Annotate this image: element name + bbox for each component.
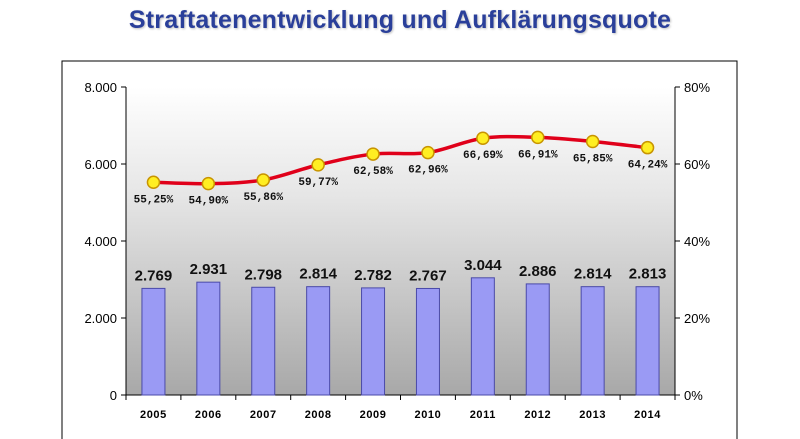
y-left-tick-label: 8.000 <box>84 80 117 95</box>
bar-value-label: 2.782 <box>354 267 392 284</box>
line-point <box>366 147 380 161</box>
line-series <box>153 134 648 186</box>
y-right-tick-label: 60% <box>684 157 710 172</box>
line-point <box>256 173 270 187</box>
y-left-tick-label: 0 <box>110 388 117 403</box>
line-value-label: 66,91% <box>518 149 558 161</box>
bar-value-label: 2.814 <box>299 266 337 283</box>
line-point <box>311 158 325 172</box>
line-value-label: 64,24% <box>628 160 668 172</box>
line-point <box>640 140 655 155</box>
bar <box>580 286 605 396</box>
line-point <box>421 145 435 160</box>
x-tick-label: 2014 <box>634 409 661 421</box>
bar <box>141 287 166 396</box>
line-value-label: 55,86% <box>243 192 283 204</box>
bar-value-label: 3.044 <box>464 257 502 274</box>
bar-value-label: 2.798 <box>244 266 282 283</box>
line-value-label: 55,25% <box>134 194 174 206</box>
x-tick-label: 2007 <box>250 409 277 421</box>
bar-value-label: 2.814 <box>574 266 612 283</box>
bar <box>251 286 276 396</box>
line-point <box>585 134 600 149</box>
bar-value-label: 2.931 <box>190 261 228 278</box>
y-left-tick-label: 2.000 <box>84 311 117 326</box>
x-tick-label: 2011 <box>470 409 496 421</box>
y-right-tick-label: 0% <box>684 388 703 403</box>
line-value-label: 54,90% <box>189 196 229 208</box>
y-right-tick-label: 80% <box>684 80 710 95</box>
line-point <box>201 176 216 191</box>
bar <box>196 281 221 396</box>
line-value-label: 62,96% <box>408 165 448 177</box>
bar-value-label: 2.813 <box>629 266 667 283</box>
x-tick-label: 2008 <box>305 409 332 421</box>
bar <box>415 287 440 396</box>
x-tick-label: 2005 <box>140 409 167 421</box>
bar <box>361 287 386 396</box>
bar-value-label: 2.769 <box>135 267 173 284</box>
line-value-label: 66,69% <box>463 150 503 162</box>
y-left-tick-label: 6.000 <box>84 157 117 172</box>
y-right-tick-label: 20% <box>684 311 710 326</box>
line-value-label: 59,77% <box>298 177 338 189</box>
bar-value-label: 2.886 <box>519 263 557 280</box>
bar <box>306 286 331 396</box>
line-value-label: 62,58% <box>353 166 393 178</box>
y-right-tick-label: 40% <box>684 234 710 249</box>
bar <box>525 283 550 396</box>
line-point <box>531 130 545 145</box>
chart-title: Straftatenentwicklung und Aufklärungsquo… <box>128 6 672 34</box>
line-point <box>146 175 161 190</box>
line-value-label: 65,85% <box>573 153 613 165</box>
y-left-tick-label: 4.000 <box>84 234 117 249</box>
line-point <box>476 131 490 145</box>
x-tick-label: 2009 <box>360 409 387 421</box>
x-tick-label: 2013 <box>579 409 606 421</box>
bar <box>470 277 495 396</box>
x-tick-label: 2006 <box>195 409 222 421</box>
x-tick-label: 2010 <box>415 409 442 421</box>
bar <box>635 286 660 396</box>
bar-value-label: 2.767 <box>409 267 447 284</box>
x-tick-label: 2012 <box>524 409 551 421</box>
